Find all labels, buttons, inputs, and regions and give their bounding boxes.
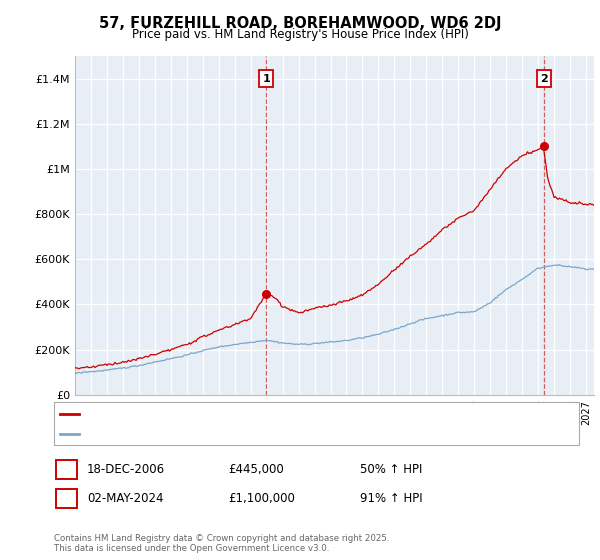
Text: 91% ↑ HPI: 91% ↑ HPI xyxy=(360,492,422,505)
Text: 18-DEC-2006: 18-DEC-2006 xyxy=(87,463,165,476)
Text: £1,100,000: £1,100,000 xyxy=(228,492,295,505)
Text: 57, FURZEHILL ROAD, BOREHAMWOOD, WD6 2DJ: 57, FURZEHILL ROAD, BOREHAMWOOD, WD6 2DJ xyxy=(99,16,501,31)
Text: 57, FURZEHILL ROAD, BOREHAMWOOD, WD6 2DJ (semi-detached house): 57, FURZEHILL ROAD, BOREHAMWOOD, WD6 2DJ… xyxy=(85,409,465,419)
Text: 2: 2 xyxy=(539,73,547,83)
Text: 50% ↑ HPI: 50% ↑ HPI xyxy=(360,463,422,476)
Text: 2: 2 xyxy=(62,492,71,505)
Text: £445,000: £445,000 xyxy=(228,463,284,476)
Text: 1: 1 xyxy=(62,463,71,476)
Text: 02-MAY-2024: 02-MAY-2024 xyxy=(87,492,163,505)
Text: HPI: Average price, semi-detached house, Hertsmere: HPI: Average price, semi-detached house,… xyxy=(85,430,362,439)
Text: Price paid vs. HM Land Registry's House Price Index (HPI): Price paid vs. HM Land Registry's House … xyxy=(131,28,469,41)
Text: Contains HM Land Registry data © Crown copyright and database right 2025.
This d: Contains HM Land Registry data © Crown c… xyxy=(54,534,389,553)
Text: 1: 1 xyxy=(262,73,270,83)
